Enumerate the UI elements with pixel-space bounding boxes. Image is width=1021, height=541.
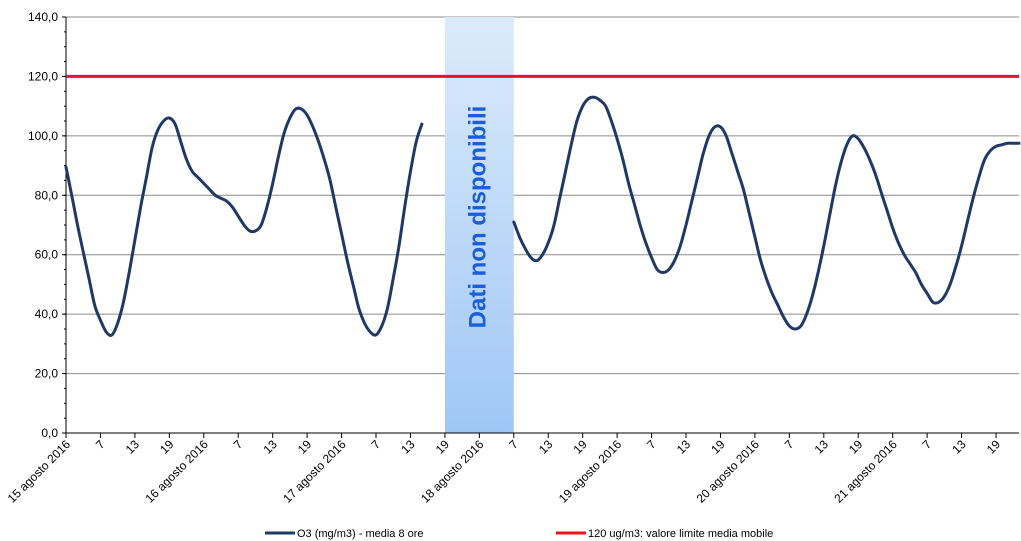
x-tick-label: 16 agosto 2016	[142, 437, 211, 506]
legend-label-limit: 120 ug/m3: valore limite media mobile	[588, 528, 773, 540]
x-tick-label: 7	[369, 437, 384, 452]
unavailable-label: Dati non disponibili	[465, 106, 492, 329]
x-tick-label: 7	[93, 437, 108, 452]
x-tick-label: 19	[433, 437, 453, 457]
x-tick-label: 7	[782, 437, 797, 452]
x-tick-label: 7	[920, 437, 935, 452]
x-tick-label: 19	[157, 437, 177, 457]
x-tick-label: 7	[644, 437, 659, 452]
x-tick-label: 7	[231, 437, 246, 452]
series-lines	[64, 74, 1021, 337]
unavailable-band	[444, 17, 514, 433]
x-tick-label: 13	[949, 437, 969, 457]
x-tick-label: 19 agosto 2016	[556, 437, 625, 506]
x-tick-label: 13	[123, 437, 143, 457]
y-tick-label: 100,0	[28, 129, 58, 143]
x-tick-label: 19	[708, 437, 728, 457]
x-tick-label: 19	[984, 437, 1004, 457]
y-tick-label: 120,0	[28, 69, 58, 83]
x-tick-label: 21 agosto 2016	[831, 437, 900, 506]
y-tick-label: 80,0	[35, 188, 59, 202]
x-tick-label: 19	[295, 437, 315, 457]
x-tick-label: 20 agosto 2016	[694, 437, 763, 506]
x-tick-label: 13	[812, 437, 832, 457]
y-tick-label: 0,0	[41, 426, 58, 440]
x-tick-label: 13	[674, 437, 694, 457]
x-tick-label: 19	[570, 437, 590, 457]
y-tick-label: 20,0	[35, 367, 59, 381]
o3-line-segment-1	[64, 106, 424, 337]
x-tick-label: 15 agosto 2016	[5, 437, 74, 506]
x-tick-label: 13	[536, 437, 556, 457]
x-tick-label: 18 agosto 2016	[418, 437, 487, 506]
x-tick-label: 13	[398, 437, 418, 457]
unavailable-region: Dati non disponibili	[444, 17, 514, 433]
x-tick-label: 19	[846, 437, 866, 457]
legend: O3 (mg/m3) - media 8 ore 120 ug/m3: valor…	[265, 528, 773, 540]
x-tick-label: 17 agosto 2016	[280, 437, 349, 506]
y-tick-label: 140,0	[28, 10, 58, 24]
x-tick-label: 13	[260, 437, 280, 457]
axes	[62, 16, 1019, 438]
x-tick-label: 7	[506, 437, 521, 452]
gridlines	[66, 16, 1019, 375]
o3-line-segment-2	[512, 95, 1021, 331]
y-tick-label: 60,0	[35, 248, 59, 262]
y-tick-label: 40,0	[35, 307, 59, 321]
legend-label-o3: O3 (mg/m3) - media 8 ore	[297, 528, 424, 540]
